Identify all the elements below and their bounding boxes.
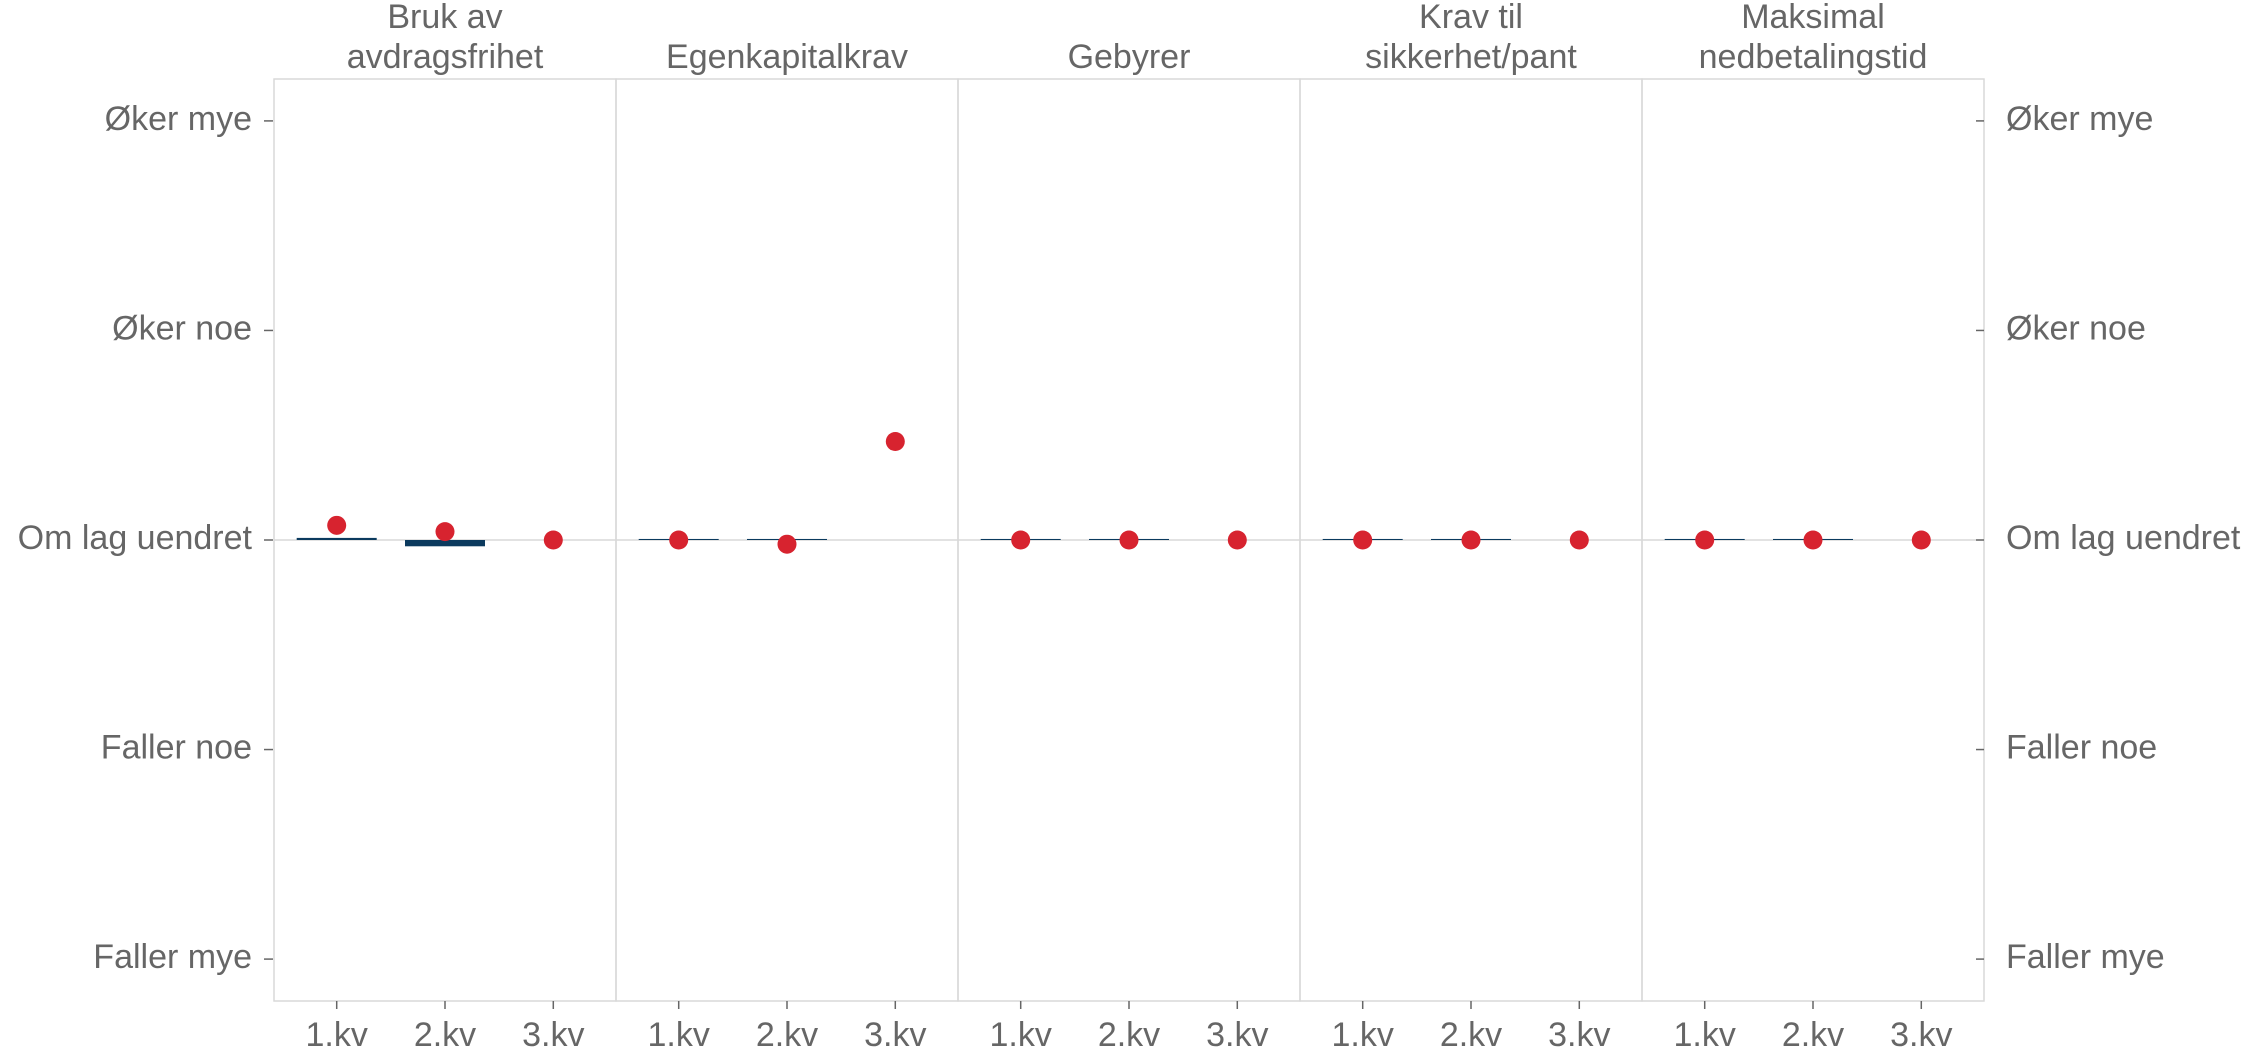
panel-title: Egenkapitalkrav bbox=[666, 38, 908, 76]
dot bbox=[1353, 530, 1373, 550]
panel-title: Maksimal nedbetalingstid bbox=[1698, 0, 1928, 76]
x-tick-label: 1.kv bbox=[1332, 1016, 1394, 1054]
panel-title: Gebyrer bbox=[1067, 38, 1191, 76]
dot bbox=[777, 534, 797, 554]
y-tick-label: Øker noe bbox=[2006, 309, 2146, 347]
dot bbox=[885, 432, 905, 452]
x-tick-label: 2.kv bbox=[1440, 1016, 1502, 1054]
x-tick-label: 3.kv bbox=[1206, 1016, 1268, 1054]
x-tick-label: 3.kv bbox=[1548, 1016, 1610, 1054]
dot bbox=[543, 530, 563, 550]
y-tick-label: Faller noe bbox=[101, 729, 252, 767]
dot bbox=[1461, 530, 1481, 550]
dot bbox=[1803, 530, 1823, 550]
dot bbox=[1911, 530, 1931, 550]
y-tick-label: Faller mye bbox=[2006, 938, 2165, 976]
x-tick-label: 1.kv bbox=[648, 1016, 710, 1054]
y-tick-label: Øker mye bbox=[2006, 100, 2153, 138]
dot bbox=[435, 522, 455, 542]
x-tick-label: 1.kv bbox=[306, 1016, 368, 1054]
dot bbox=[669, 530, 689, 550]
dot bbox=[1695, 530, 1715, 550]
x-tick-label: 2.kv bbox=[1782, 1016, 1844, 1054]
y-tick-label: Faller mye bbox=[93, 938, 252, 976]
dot bbox=[1569, 530, 1589, 550]
dot bbox=[1119, 530, 1139, 550]
dot bbox=[327, 515, 347, 535]
dot bbox=[1011, 530, 1031, 550]
x-tick-label: 3.kv bbox=[1890, 1016, 1952, 1054]
x-tick-label: 3.kv bbox=[522, 1016, 584, 1054]
x-tick-label: 3.kv bbox=[864, 1016, 926, 1054]
panel-title: Bruk av avdragsfrihet bbox=[346, 0, 544, 76]
x-tick-label: 1.kv bbox=[990, 1016, 1052, 1054]
bar bbox=[296, 537, 377, 540]
panel-title: Krav til sikkerhet/pant bbox=[1365, 0, 1577, 76]
dot bbox=[1227, 530, 1247, 550]
y-tick-label: Øker mye bbox=[105, 100, 252, 138]
y-tick-label: Om lag uendret bbox=[18, 519, 253, 557]
x-tick-label: 2.kv bbox=[756, 1016, 818, 1054]
x-tick-label: 2.kv bbox=[1098, 1016, 1160, 1054]
y-tick-label: Faller noe bbox=[2006, 729, 2157, 767]
bar bbox=[405, 540, 485, 547]
x-tick-label: 1.kv bbox=[1674, 1016, 1736, 1054]
y-tick-label: Øker noe bbox=[112, 309, 252, 347]
x-tick-label: 2.kv bbox=[414, 1016, 476, 1054]
y-tick-label: Om lag uendret bbox=[2006, 519, 2241, 557]
